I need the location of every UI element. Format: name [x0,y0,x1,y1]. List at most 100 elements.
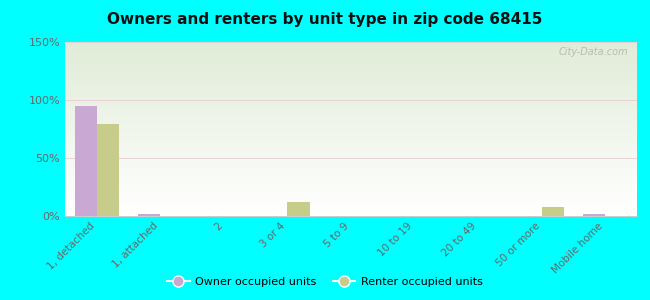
Bar [65,166,637,167]
Bar [65,55,637,56]
Bar [65,181,637,182]
Bar [65,84,637,85]
Bar [65,85,637,86]
Bar [65,112,637,113]
Bar [65,101,637,102]
Bar [65,187,637,188]
Bar [65,154,637,155]
Bar [65,50,637,51]
Bar [65,82,637,83]
Bar [65,199,637,200]
Bar [65,98,637,99]
Bar [65,74,637,75]
Bar [65,139,637,140]
Bar [65,76,637,77]
Bar [65,180,637,181]
Bar [65,130,637,131]
Bar [65,129,637,130]
Bar [65,145,637,146]
Bar [65,175,637,176]
Bar [65,43,637,44]
Bar [65,105,637,106]
Bar [65,142,637,143]
Bar [65,189,637,190]
Bar [65,184,637,185]
Bar [65,125,637,126]
Bar [65,102,637,103]
Bar [65,169,637,170]
Bar [65,59,637,60]
Bar [65,148,637,149]
Bar [65,116,637,117]
Bar [65,73,637,74]
Bar [65,155,637,156]
Bar [65,80,637,81]
Bar [65,205,637,206]
Bar [65,56,637,57]
Bar [65,53,637,54]
Bar [65,77,637,78]
Bar [65,104,637,105]
Bar [65,65,637,66]
Bar [65,64,637,65]
Bar [65,186,637,187]
Bar [97,124,119,216]
Bar [65,214,637,215]
Bar [65,143,637,144]
Bar [65,51,637,52]
Bar [65,134,637,135]
Bar [65,200,637,201]
Bar [65,168,637,169]
Bar [65,67,637,68]
Bar [65,126,637,127]
Bar [65,140,637,141]
Bar [65,211,637,212]
Bar [65,164,637,165]
Bar [65,107,637,108]
Bar [65,150,637,151]
Bar [65,163,637,164]
Bar [65,62,637,63]
Bar [65,49,637,50]
Bar [65,193,637,194]
Bar [65,190,637,191]
Bar [65,48,637,49]
Bar [65,96,637,97]
Bar [65,147,637,148]
Bar [65,119,637,120]
Bar [65,161,637,162]
Bar [65,118,637,119]
Bar [287,202,309,216]
Bar [65,204,637,205]
Bar [65,124,637,125]
Bar [65,121,637,122]
Bar [65,196,637,197]
Bar [65,160,637,161]
Bar [65,137,637,138]
Bar [65,69,637,70]
Bar [65,61,637,62]
Bar [65,68,637,69]
Bar [65,210,637,211]
Bar [65,192,637,193]
Bar [65,212,637,213]
Bar [65,138,637,139]
Bar [65,44,637,45]
Bar [65,206,637,207]
Bar [65,86,637,87]
Bar [65,153,637,154]
Bar [65,66,637,67]
Bar [65,127,637,128]
Bar [65,177,637,178]
Bar [65,58,637,59]
Bar [65,146,637,147]
Bar [65,197,637,198]
Bar [65,170,637,171]
Bar [65,45,637,46]
Bar [65,151,637,152]
Text: Owners and renters by unit type in zip code 68415: Owners and renters by unit type in zip c… [107,12,543,27]
Bar [65,171,637,172]
Bar [65,42,637,43]
Bar [65,89,637,90]
Bar [65,167,637,168]
